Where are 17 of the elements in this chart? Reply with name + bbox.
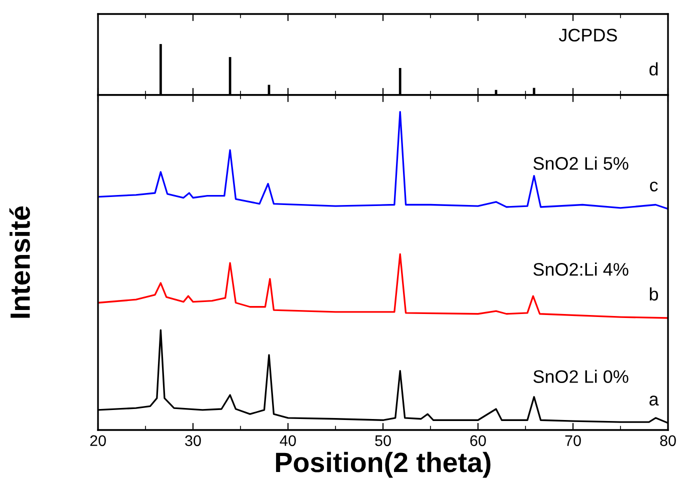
y-axis-title: Intensité: [9, 206, 30, 318]
x-tick-label: 80: [660, 435, 676, 446]
annotation: d: [649, 62, 658, 76]
x-tick-label: 70: [565, 435, 581, 446]
annotation: c: [650, 182, 658, 192]
annotation: b: [650, 287, 658, 301]
x-axis-title: Position(2 theta): [276, 452, 490, 478]
x-tick-label: 30: [185, 435, 201, 446]
x-tick-label: 50: [375, 435, 391, 446]
series-label: SnO2 Li 5%: [533, 156, 628, 170]
annotation: a: [649, 396, 659, 406]
x-tick-label: 60: [470, 435, 486, 446]
x-tick-label: 20: [90, 435, 106, 446]
x-tick-label: 40: [280, 435, 296, 446]
series-label: SnO2:Li 4%: [533, 262, 628, 276]
series-label: SnO2 Li 0%: [533, 370, 628, 383]
legend-label: JCPDS: [558, 28, 617, 42]
